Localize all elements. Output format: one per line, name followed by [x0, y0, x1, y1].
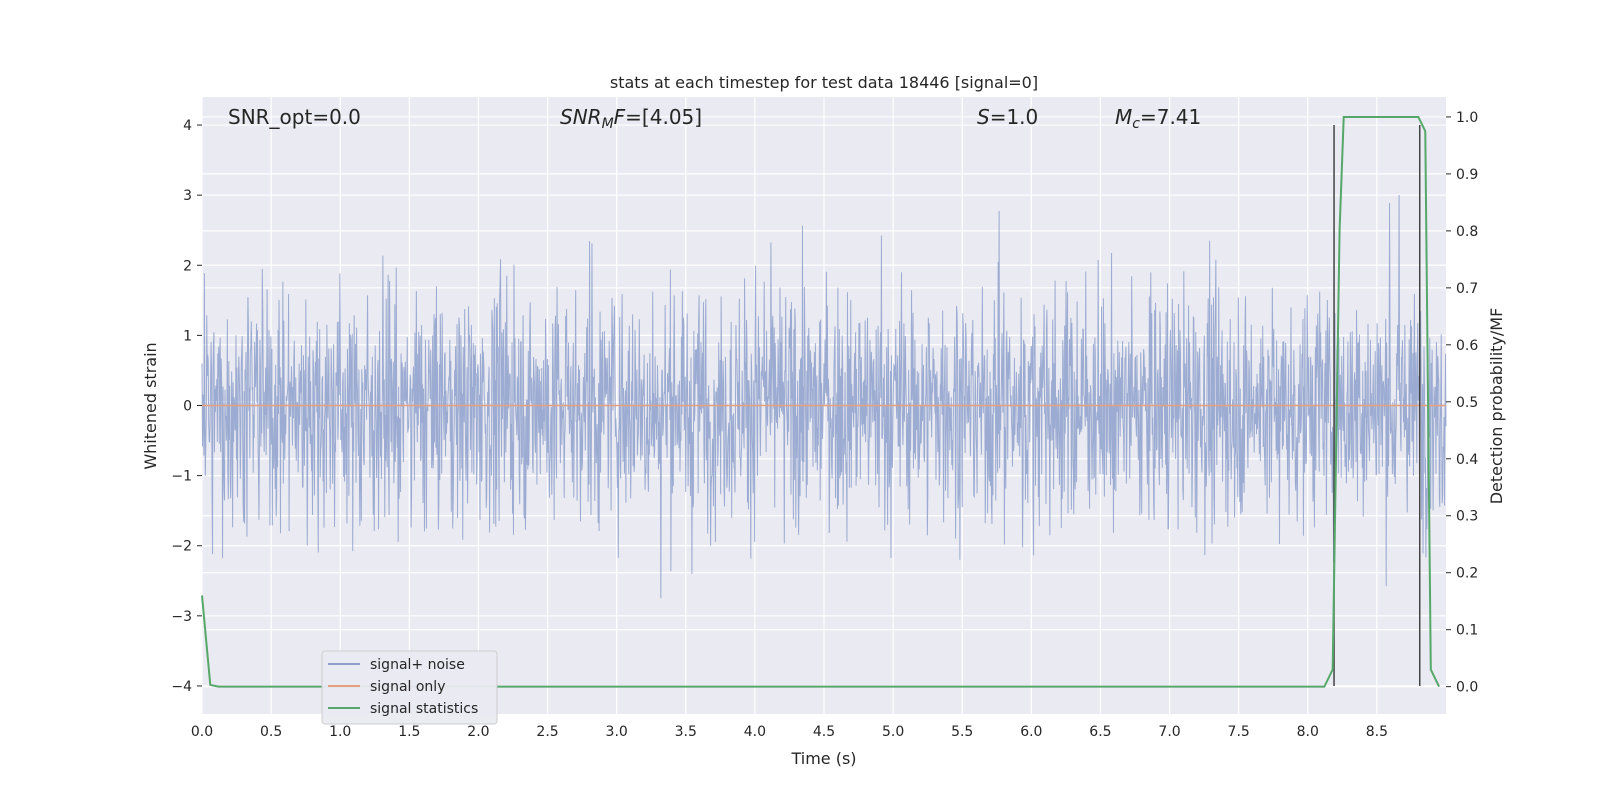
x-tick-label: 8.0 — [1297, 724, 1319, 740]
annotation-mc: Mc=7.41 — [1115, 105, 1201, 132]
legend-box — [321, 650, 498, 725]
x-tick-label: 6.0 — [1020, 724, 1042, 740]
x-tick-label: 4.0 — [744, 724, 766, 740]
y-tick-label: 2 — [183, 258, 192, 274]
legend-label-signal-only: signal only — [370, 679, 445, 695]
y2-tick-label: 0.8 — [1456, 224, 1478, 240]
y2-tick-label: 0.7 — [1456, 281, 1478, 297]
x-tick-label: 0.5 — [260, 724, 282, 740]
chart-title: stats at each timestep for test data 184… — [610, 73, 1038, 92]
annotation-snr-mf: SNRMF=[4.05] — [560, 105, 702, 132]
legend: signal+ noise signal only signal statist… — [321, 650, 498, 725]
x-tick-label: 4.5 — [813, 724, 835, 740]
x-tick-label: 8.5 — [1366, 724, 1388, 740]
y-tick-label: 0 — [183, 399, 192, 415]
x-tick-label: 6.5 — [1089, 724, 1111, 740]
y-tick-label: −3 — [171, 609, 192, 625]
y2-axis-label: Detection probability/MF — [1487, 308, 1506, 505]
y2-tick-label: 0.6 — [1456, 338, 1478, 354]
annotation-s: S=1.0 — [977, 105, 1038, 129]
x-tick-label: 3.0 — [606, 724, 628, 740]
y2-tick-label: 0.0 — [1456, 680, 1478, 696]
y2-tick-label: 0.1 — [1456, 623, 1478, 639]
y2-tick-label: 0.4 — [1456, 452, 1478, 468]
x-tick-label: 1.0 — [329, 724, 351, 740]
y-axis-ticks: 4 3 2 1 0 −1 −2 −3 −4 — [171, 118, 202, 695]
y2-tick-label: 0.5 — [1456, 395, 1478, 411]
x-tick-label: 7.0 — [1158, 724, 1180, 740]
y2-axis-ticks: 1.0 0.9 0.8 0.7 0.6 0.5 0.4 0.3 0.2 0.1 0.0 — [1446, 110, 1478, 696]
y2-tick-label: 0.9 — [1456, 167, 1478, 183]
x-tick-label: 0.0 — [191, 724, 213, 740]
signal-noise-line — [201, 194, 1447, 599]
legend-label-signal-statistics: signal statistics — [370, 701, 478, 717]
x-tick-label: 3.5 — [675, 724, 697, 740]
x-axis-ticks: 0.0 0.5 1.0 1.5 2.0 2.5 3.0 3.5 4.0 4.5 5.0 5.5 6.0 6… — [191, 724, 1388, 740]
y2-tick-label: 0.3 — [1456, 509, 1478, 525]
y2-tick-label: 0.2 — [1456, 566, 1478, 582]
x-axis-label: Time (s) — [790, 749, 856, 768]
y-axis-label: Whitened strain — [141, 342, 160, 469]
x-tick-label: 7.5 — [1228, 724, 1250, 740]
y-tick-label: 3 — [183, 188, 192, 204]
y-tick-label: 4 — [183, 118, 192, 134]
signal-statistics-line — [201, 115, 1440, 688]
y-tick-label: −4 — [171, 679, 192, 695]
signal-noise-series — [201, 194, 1447, 599]
y2-tick-label: 1.0 — [1456, 110, 1478, 126]
x-tick-label: 5.0 — [882, 724, 904, 740]
x-tick-label: 2.0 — [467, 724, 489, 740]
x-tick-label: 5.5 — [951, 724, 973, 740]
y-tick-label: 1 — [183, 328, 192, 344]
annotation-snr-opt: SNR_opt=0.0 — [228, 105, 361, 129]
y-tick-label: −1 — [171, 469, 192, 485]
legend-label-signal-noise: signal+ noise — [370, 657, 465, 673]
y-tick-label: −2 — [171, 539, 192, 555]
signal-statistics-series — [201, 115, 1440, 688]
x-tick-label: 1.5 — [398, 724, 420, 740]
x-tick-label: 2.5 — [536, 724, 558, 740]
